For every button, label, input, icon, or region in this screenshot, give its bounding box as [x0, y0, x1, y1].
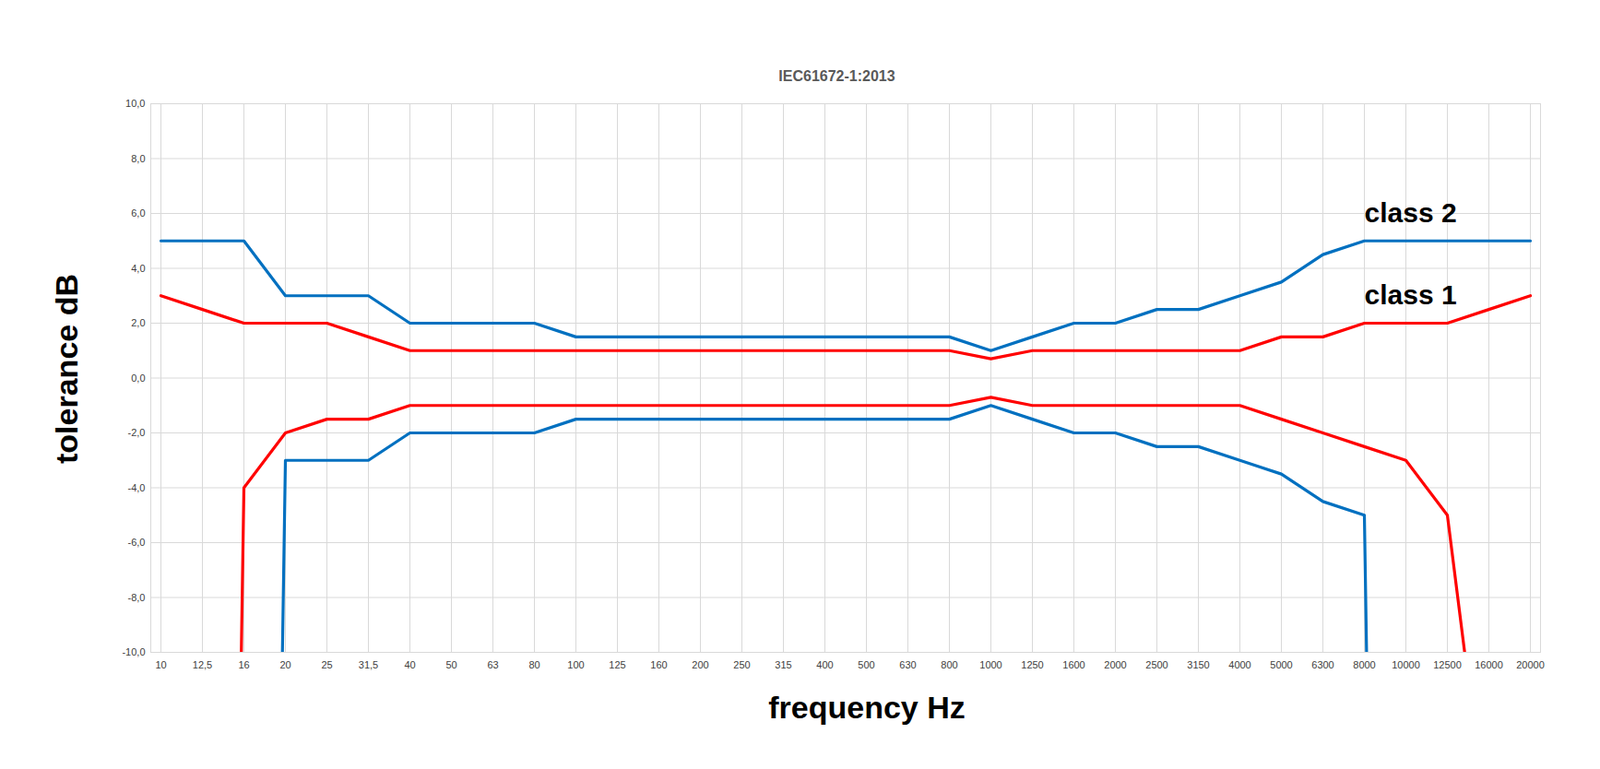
- svg-text:-10,0: -10,0: [121, 646, 145, 658]
- svg-text:-8,0: -8,0: [128, 592, 146, 604]
- svg-text:5000: 5000: [1269, 659, 1292, 671]
- svg-text:2000: 2000: [1103, 659, 1126, 671]
- svg-text:25: 25: [320, 659, 332, 671]
- svg-text:400: 400: [816, 659, 833, 671]
- html-text:IEC61672-1:2013: IEC61672-1:2013: [778, 68, 896, 84]
- svg-text:8000: 8000: [1352, 659, 1375, 671]
- svg-text:0,0: 0,0: [130, 372, 145, 384]
- svg-text:class 2: class 2: [1364, 197, 1458, 228]
- svg-text:class 1: class 1: [1364, 279, 1458, 310]
- svg-text:-6,0: -6,0: [128, 536, 146, 548]
- svg-text:2,0: 2,0: [130, 317, 145, 329]
- svg-text:1250: 1250: [1020, 659, 1043, 671]
- svg-text:12,5: 12,5: [192, 659, 213, 671]
- svg-text:16000: 16000: [1474, 659, 1504, 671]
- svg-text:6,0: 6,0: [130, 207, 145, 219]
- svg-text:16: 16: [237, 659, 249, 671]
- svg-text:125: 125: [608, 659, 626, 671]
- svg-text:100: 100: [567, 659, 584, 671]
- svg-text:10: 10: [154, 659, 166, 671]
- svg-text:40: 40: [403, 659, 415, 671]
- svg-text:8,0: 8,0: [130, 153, 145, 165]
- svg-text:10,0: 10,0: [125, 97, 145, 109]
- svg-text:800: 800: [940, 659, 958, 671]
- html-text:frequency Hz: frequency Hz: [768, 689, 966, 725]
- svg-text:-2,0: -2,0: [128, 426, 146, 439]
- svg-text:160: 160: [650, 659, 667, 671]
- svg-text:630: 630: [899, 659, 916, 671]
- svg-text:31,5: 31,5: [358, 659, 379, 671]
- svg-text:200: 200: [691, 659, 709, 671]
- svg-text:50: 50: [445, 659, 457, 671]
- svg-text:12500: 12500: [1433, 659, 1462, 671]
- svg-text:80: 80: [528, 659, 540, 671]
- html-text:tolerance dB: tolerance dB: [48, 273, 84, 464]
- svg-text:500: 500: [857, 659, 875, 671]
- svg-text:3150: 3150: [1186, 659, 1209, 671]
- svg-text:315: 315: [774, 659, 792, 671]
- svg-text:20: 20: [279, 659, 291, 671]
- svg-text:4,0: 4,0: [130, 262, 145, 274]
- svg-text:20000: 20000: [1516, 659, 1545, 671]
- svg-text:2500: 2500: [1145, 659, 1168, 671]
- svg-text:6300: 6300: [1311, 659, 1334, 671]
- svg-text:-4,0: -4,0: [128, 482, 146, 494]
- svg-text:4000: 4000: [1228, 659, 1251, 671]
- svg-text:250: 250: [733, 659, 750, 671]
- svg-text:1600: 1600: [1062, 659, 1085, 671]
- svg-text:1000: 1000: [979, 659, 1002, 671]
- svg-text:10000: 10000: [1391, 659, 1421, 671]
- svg-text:63: 63: [486, 659, 498, 671]
